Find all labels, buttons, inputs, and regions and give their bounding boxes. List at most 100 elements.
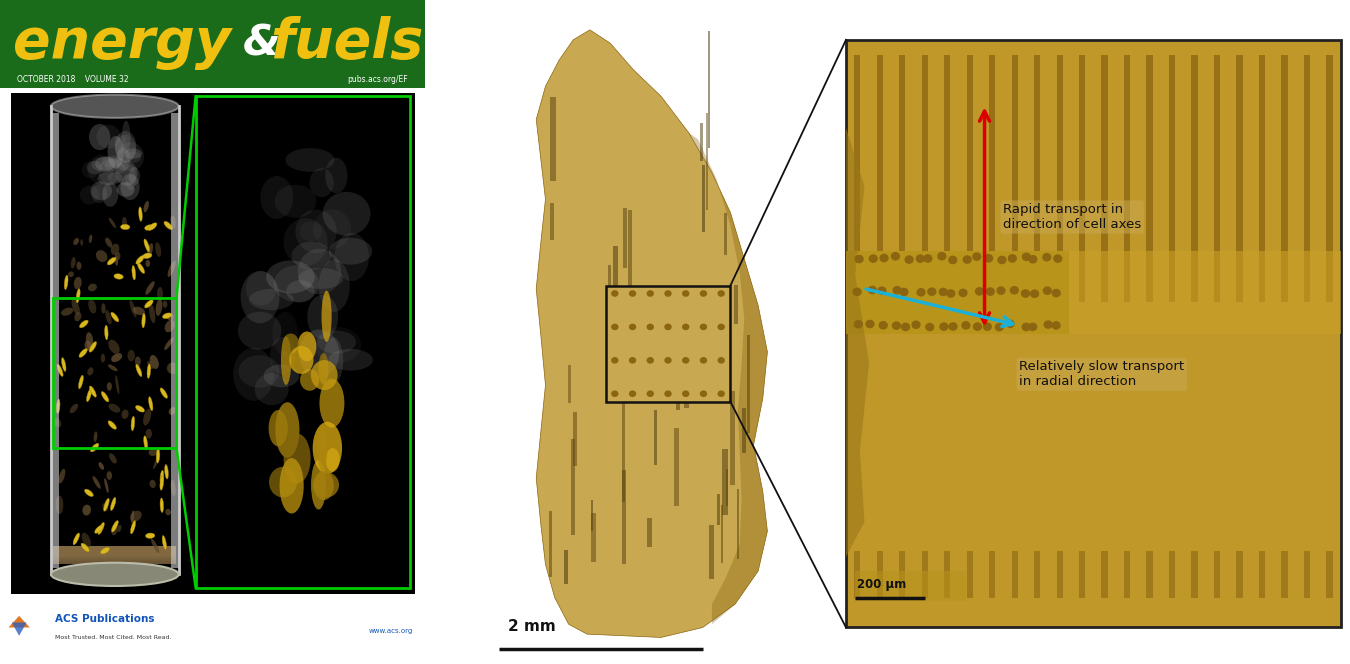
- Ellipse shape: [147, 364, 151, 378]
- Bar: [53, 546, 177, 556]
- Ellipse shape: [161, 388, 167, 398]
- Ellipse shape: [157, 287, 163, 301]
- Ellipse shape: [115, 375, 119, 394]
- Ellipse shape: [167, 313, 174, 321]
- Bar: [701, 123, 703, 161]
- Ellipse shape: [915, 254, 925, 263]
- Ellipse shape: [109, 454, 116, 463]
- Ellipse shape: [682, 390, 690, 397]
- Ellipse shape: [142, 313, 146, 328]
- Ellipse shape: [93, 476, 101, 489]
- Ellipse shape: [984, 254, 994, 262]
- Ellipse shape: [313, 422, 342, 474]
- Ellipse shape: [310, 360, 338, 390]
- Bar: [1260, 551, 1265, 598]
- Ellipse shape: [892, 286, 902, 295]
- Text: www.acs.org: www.acs.org: [369, 627, 413, 634]
- Ellipse shape: [165, 465, 169, 479]
- Ellipse shape: [238, 312, 281, 350]
- Text: fuels: fuels: [270, 16, 424, 70]
- Bar: [622, 470, 625, 564]
- Ellipse shape: [104, 498, 109, 511]
- Ellipse shape: [109, 218, 116, 228]
- Ellipse shape: [96, 125, 120, 149]
- Ellipse shape: [82, 505, 90, 515]
- Bar: [548, 511, 552, 576]
- Ellipse shape: [86, 388, 92, 402]
- Ellipse shape: [937, 252, 946, 260]
- Ellipse shape: [130, 511, 142, 521]
- Bar: [571, 439, 575, 535]
- Bar: [922, 55, 927, 302]
- Ellipse shape: [88, 342, 90, 349]
- Ellipse shape: [1021, 289, 1030, 297]
- Bar: [53, 547, 177, 557]
- Bar: [1281, 551, 1288, 598]
- Ellipse shape: [647, 323, 653, 330]
- Ellipse shape: [146, 281, 155, 295]
- Ellipse shape: [717, 390, 725, 397]
- Bar: [737, 489, 740, 558]
- Ellipse shape: [612, 290, 618, 297]
- Ellipse shape: [80, 320, 88, 328]
- Bar: [53, 546, 177, 556]
- Bar: [741, 408, 747, 454]
- Ellipse shape: [92, 157, 119, 173]
- Ellipse shape: [865, 319, 875, 328]
- Ellipse shape: [74, 312, 81, 321]
- Bar: [1069, 252, 1341, 333]
- Ellipse shape: [74, 277, 81, 290]
- Ellipse shape: [165, 509, 171, 515]
- Bar: [1079, 55, 1085, 302]
- Ellipse shape: [946, 290, 956, 298]
- Bar: [1192, 551, 1197, 598]
- Bar: [11, 93, 414, 594]
- Ellipse shape: [155, 242, 161, 257]
- Ellipse shape: [115, 135, 127, 153]
- Ellipse shape: [130, 300, 136, 317]
- Ellipse shape: [65, 275, 68, 290]
- Bar: [564, 550, 568, 584]
- Ellipse shape: [148, 396, 153, 411]
- Polygon shape: [846, 128, 869, 557]
- Bar: [53, 552, 177, 562]
- Ellipse shape: [892, 321, 900, 330]
- Ellipse shape: [972, 252, 981, 261]
- Ellipse shape: [143, 201, 148, 212]
- Bar: [0, 594, 425, 664]
- Bar: [606, 286, 730, 402]
- Ellipse shape: [127, 350, 135, 361]
- Ellipse shape: [89, 124, 111, 150]
- Ellipse shape: [699, 323, 707, 330]
- Ellipse shape: [868, 254, 878, 263]
- Ellipse shape: [88, 284, 97, 291]
- Bar: [922, 551, 927, 598]
- Ellipse shape: [115, 131, 136, 163]
- Ellipse shape: [904, 255, 914, 264]
- Ellipse shape: [1022, 323, 1031, 331]
- Ellipse shape: [112, 521, 119, 532]
- Ellipse shape: [313, 471, 333, 500]
- Ellipse shape: [275, 402, 300, 457]
- Ellipse shape: [917, 288, 926, 297]
- Ellipse shape: [996, 286, 1006, 295]
- Text: ACS Publications: ACS Publications: [55, 614, 155, 624]
- Ellipse shape: [925, 323, 934, 331]
- Ellipse shape: [309, 168, 333, 197]
- Ellipse shape: [329, 238, 373, 265]
- Ellipse shape: [629, 290, 636, 297]
- Bar: [724, 213, 728, 255]
- Ellipse shape: [124, 149, 142, 159]
- Bar: [1304, 55, 1310, 302]
- Bar: [1102, 551, 1108, 598]
- Bar: [846, 40, 1341, 627]
- Ellipse shape: [647, 290, 653, 297]
- Ellipse shape: [111, 353, 123, 362]
- Ellipse shape: [92, 184, 107, 203]
- Ellipse shape: [682, 290, 690, 297]
- Bar: [53, 552, 177, 562]
- Ellipse shape: [717, 357, 725, 364]
- Ellipse shape: [900, 323, 910, 331]
- Ellipse shape: [97, 172, 117, 185]
- Ellipse shape: [855, 255, 864, 264]
